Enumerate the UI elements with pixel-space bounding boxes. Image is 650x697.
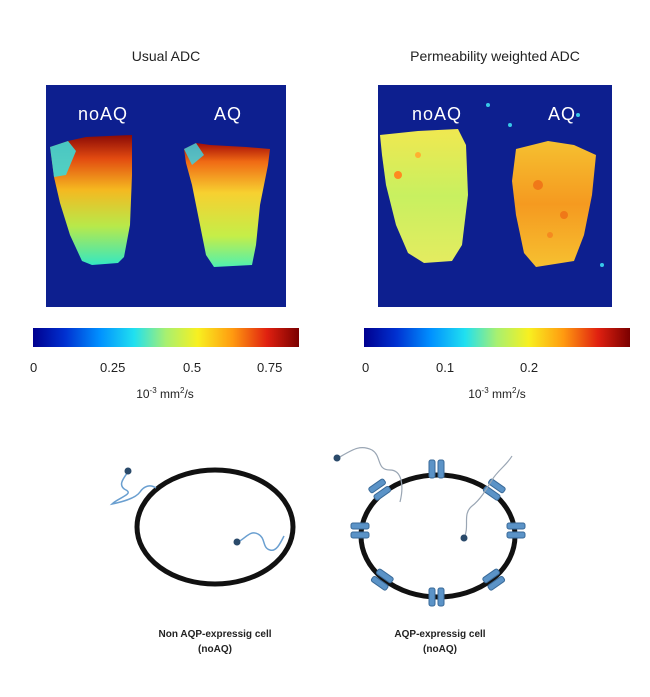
permeability-adc-unit: 10-3 mm2/s — [468, 386, 526, 401]
water-molecule-trajectory-inside — [237, 532, 285, 552]
aquaporin-channels — [350, 459, 526, 607]
perm-aq-label: AQ — [548, 104, 576, 124]
non-aqp-cell-label: Non AQP-expressig cell (noAQ) — [158, 629, 272, 655]
usual-adc-colorbar — [33, 328, 299, 347]
perm-aq-tissue-region — [512, 141, 596, 267]
permeability-adc-title: Permeability weighted ADC — [410, 48, 580, 64]
aqp-cell-label: AQP-expressig cell (noAQ) — [394, 629, 486, 655]
water-molecule-trajectory-outside — [109, 471, 157, 506]
perm-adc-tick-2: 0.2 — [520, 360, 539, 375]
usual-adc-tick-0: 0 — [30, 360, 38, 375]
perm-noaq-tissue-region — [380, 129, 468, 263]
aq-tissue-region — [184, 143, 270, 267]
usual-adc-map: noAQ AQ — [46, 85, 286, 307]
non-aqp-cell-membrane — [134, 467, 296, 587]
water-molecule-icon — [333, 454, 341, 462]
perm-adc-tick-0: 0 — [362, 360, 370, 375]
aqp-water-trajectories — [337, 446, 513, 539]
usual-adc-tick-1: 0.25 — [100, 360, 126, 375]
perm-adc-tick-1: 0.1 — [436, 360, 455, 375]
usual-adc-title: Usual ADC — [131, 48, 201, 64]
noaq-tissue-region — [50, 135, 132, 265]
usual-adc-tick-3: 0.75 — [257, 360, 283, 375]
permeability-adc-colorbar — [364, 328, 630, 347]
perm-noaq-label: noAQ — [412, 104, 462, 124]
aq-label: AQ — [214, 104, 242, 124]
usual-adc-unit: 10-3 mm2/s — [136, 386, 194, 401]
water-molecule-icon — [233, 538, 241, 546]
permeability-adc-map: noAQ AQ — [378, 85, 612, 307]
noaq-label: noAQ — [78, 104, 128, 124]
usual-adc-heatmap: noAQ AQ — [50, 104, 270, 267]
permeability-adc-heatmap: noAQ AQ — [380, 103, 604, 267]
water-molecule-icon — [124, 467, 132, 475]
cell-diagrams — [109, 446, 526, 607]
water-molecule-icon — [460, 534, 468, 542]
usual-adc-tick-2: 0.5 — [183, 360, 202, 375]
